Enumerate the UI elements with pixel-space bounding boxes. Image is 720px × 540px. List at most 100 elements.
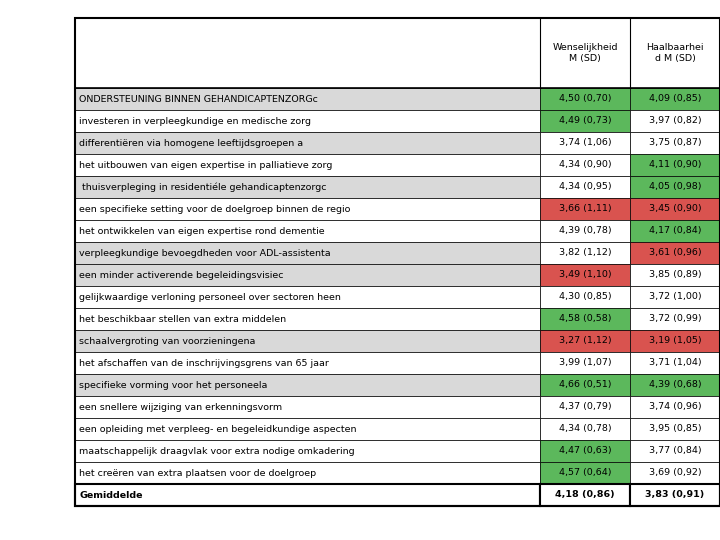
Bar	[630, 154, 720, 176]
Bar	[540, 330, 630, 352]
Bar	[630, 352, 720, 374]
Bar	[540, 418, 630, 440]
Bar	[540, 132, 630, 154]
Text: een snellere wijziging van erkenningsvorm: een snellere wijziging van erkenningsvor…	[79, 402, 282, 411]
Bar	[75, 198, 540, 220]
Bar	[75, 154, 540, 176]
Text: 3,66 (1,11): 3,66 (1,11)	[559, 205, 611, 213]
Bar	[540, 308, 630, 330]
Text: 4,37 (0,79): 4,37 (0,79)	[559, 402, 611, 411]
Bar	[630, 88, 720, 110]
Bar	[630, 396, 720, 418]
Text: gelijkwaardige verloning personeel over sectoren heen: gelijkwaardige verloning personeel over …	[79, 293, 341, 301]
Bar	[540, 220, 630, 242]
Text: 4,34 (0,78): 4,34 (0,78)	[559, 424, 611, 434]
Text: Gemiddelde: Gemiddelde	[79, 490, 143, 500]
Bar	[630, 198, 720, 220]
Text: 3,75 (0,87): 3,75 (0,87)	[649, 138, 701, 147]
Bar	[630, 374, 720, 396]
Bar	[540, 18, 630, 88]
Bar	[75, 308, 540, 330]
Bar	[75, 18, 720, 506]
Text: differentiëren via homogene leeftijdsgroepen a: differentiëren via homogene leeftijdsgro…	[79, 138, 303, 147]
Text: 3,69 (0,92): 3,69 (0,92)	[649, 469, 701, 477]
Bar	[630, 308, 720, 330]
Bar	[75, 484, 540, 506]
Text: 4,39 (0,78): 4,39 (0,78)	[559, 226, 611, 235]
Bar	[540, 440, 630, 462]
Bar	[630, 242, 720, 264]
Text: 3,82 (1,12): 3,82 (1,12)	[559, 248, 611, 258]
Text: 4,34 (0,95): 4,34 (0,95)	[559, 183, 611, 192]
Text: 3,61 (0,96): 3,61 (0,96)	[649, 248, 701, 258]
Bar	[540, 154, 630, 176]
Text: 4,57 (0,64): 4,57 (0,64)	[559, 469, 611, 477]
Bar	[75, 418, 540, 440]
Bar	[540, 264, 630, 286]
Text: een opleiding met verpleeg- en begeleidkundige aspecten: een opleiding met verpleeg- en begeleidk…	[79, 424, 356, 434]
Text: Haalbaarhei
d M (SD): Haalbaarhei d M (SD)	[647, 43, 703, 63]
Bar	[75, 132, 540, 154]
Bar	[75, 220, 540, 242]
Text: het beschikbaar stellen van extra middelen: het beschikbaar stellen van extra middel…	[79, 314, 286, 323]
Bar	[630, 110, 720, 132]
Text: 4,30 (0,85): 4,30 (0,85)	[559, 293, 611, 301]
Bar	[630, 286, 720, 308]
Text: maatschappelijk draagvlak voor extra nodige omkadering: maatschappelijk draagvlak voor extra nod…	[79, 447, 355, 456]
Text: schaalvergroting van voorzieningena: schaalvergroting van voorzieningena	[79, 336, 256, 346]
Bar	[630, 18, 720, 88]
Text: 3,74 (1,06): 3,74 (1,06)	[559, 138, 611, 147]
Text: 4,11 (0,90): 4,11 (0,90)	[649, 160, 701, 170]
Bar	[75, 18, 540, 88]
Text: 3,85 (0,89): 3,85 (0,89)	[649, 271, 701, 280]
Text: investeren in verpleegkundige en medische zorg: investeren in verpleegkundige en medisch…	[79, 117, 311, 125]
Bar	[75, 242, 540, 264]
Text: 4,18 (0,86): 4,18 (0,86)	[555, 490, 615, 500]
Bar	[75, 462, 540, 484]
Bar	[75, 110, 540, 132]
Text: het uitbouwen van eigen expertise in palliatieve zorg: het uitbouwen van eigen expertise in pal…	[79, 160, 333, 170]
Bar	[540, 484, 630, 506]
Text: thuisverpleging in residentiéle gehandicaptenzorgc: thuisverpleging in residentiéle gehandi…	[79, 183, 326, 192]
Bar	[540, 462, 630, 484]
Bar	[630, 264, 720, 286]
Bar	[630, 330, 720, 352]
Bar	[75, 440, 540, 462]
Text: 3,83 (0,91): 3,83 (0,91)	[645, 490, 705, 500]
Bar	[630, 220, 720, 242]
Text: 3,74 (0,96): 3,74 (0,96)	[649, 402, 701, 411]
Bar	[75, 396, 540, 418]
Bar	[540, 242, 630, 264]
Bar	[75, 330, 540, 352]
Bar	[540, 352, 630, 374]
Text: Wenselijkheid
M (SD): Wenselijkheid M (SD)	[552, 43, 618, 63]
Text: 3,45 (0,90): 3,45 (0,90)	[649, 205, 701, 213]
Text: 4,47 (0,63): 4,47 (0,63)	[559, 447, 611, 456]
Bar	[630, 440, 720, 462]
Bar	[630, 462, 720, 484]
Text: specifieke vorming voor het personeela: specifieke vorming voor het personeela	[79, 381, 267, 389]
Text: 4,50 (0,70): 4,50 (0,70)	[559, 94, 611, 104]
Bar	[75, 88, 540, 110]
Text: het afschaffen van de inschrijvingsgrens van 65 jaar: het afschaffen van de inschrijvingsgrens…	[79, 359, 329, 368]
Text: 3,97 (0,82): 3,97 (0,82)	[649, 117, 701, 125]
Text: 3,49 (1,10): 3,49 (1,10)	[559, 271, 611, 280]
Text: 3,27 (1,12): 3,27 (1,12)	[559, 336, 611, 346]
Bar	[630, 484, 720, 506]
Text: 4,66 (0,51): 4,66 (0,51)	[559, 381, 611, 389]
Text: ONDERSTEUNING BINNEN GEHANDICAPTENZORGc: ONDERSTEUNING BINNEN GEHANDICAPTENZORGc	[79, 94, 318, 104]
Text: een minder activerende begeleidingsvisiec: een minder activerende begeleidingsvisie…	[79, 271, 284, 280]
Bar	[540, 374, 630, 396]
Bar	[540, 198, 630, 220]
Text: 4,09 (0,85): 4,09 (0,85)	[649, 94, 701, 104]
Bar	[630, 176, 720, 198]
Bar	[540, 110, 630, 132]
Text: 3,71 (1,04): 3,71 (1,04)	[649, 359, 701, 368]
Text: het ontwikkelen van eigen expertise rond dementie: het ontwikkelen van eigen expertise rond…	[79, 226, 325, 235]
Text: 4,17 (0,84): 4,17 (0,84)	[649, 226, 701, 235]
Bar	[540, 396, 630, 418]
Text: 3,95 (0,85): 3,95 (0,85)	[649, 424, 701, 434]
Bar	[75, 352, 540, 374]
Text: 3,72 (1,00): 3,72 (1,00)	[649, 293, 701, 301]
Bar	[540, 176, 630, 198]
